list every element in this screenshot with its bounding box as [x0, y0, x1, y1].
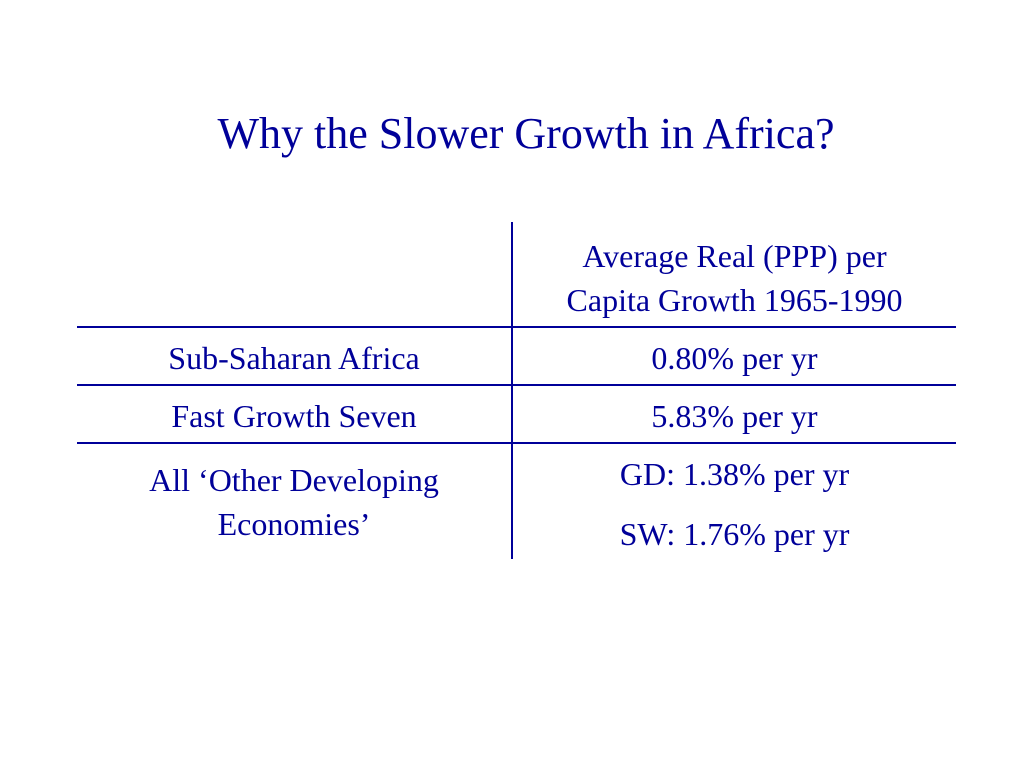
- row-value-other-developing-sw: SW: 1.76% per yr: [619, 516, 850, 552]
- growth-table: Average Real (PPP) per Capita Growth 196…: [77, 222, 956, 559]
- column-divider: [511, 222, 513, 559]
- row-value-fast-growth-seven: 5.83% per yr: [651, 398, 818, 434]
- header-growth-line2: Capita Growth 1965-1990: [566, 282, 903, 318]
- row-divider-2: [77, 442, 956, 444]
- slide-title: Why the Slower Growth in Africa?: [217, 109, 835, 158]
- row-label-sub-saharan-africa: Sub-Saharan Africa: [168, 340, 420, 376]
- row-label-other-developing-line1: All ‘Other Developing: [149, 462, 439, 498]
- row-label-fast-growth-seven: Fast Growth Seven: [171, 398, 417, 434]
- row-label-other-developing-line2: Economies’: [217, 506, 371, 542]
- header-growth-line1: Average Real (PPP) per: [582, 238, 887, 274]
- row-value-sub-saharan-africa: 0.80% per yr: [651, 340, 818, 376]
- row-divider-1: [77, 384, 956, 386]
- row-divider-header: [77, 326, 956, 328]
- row-value-other-developing-gd: GD: 1.38% per yr: [619, 456, 850, 492]
